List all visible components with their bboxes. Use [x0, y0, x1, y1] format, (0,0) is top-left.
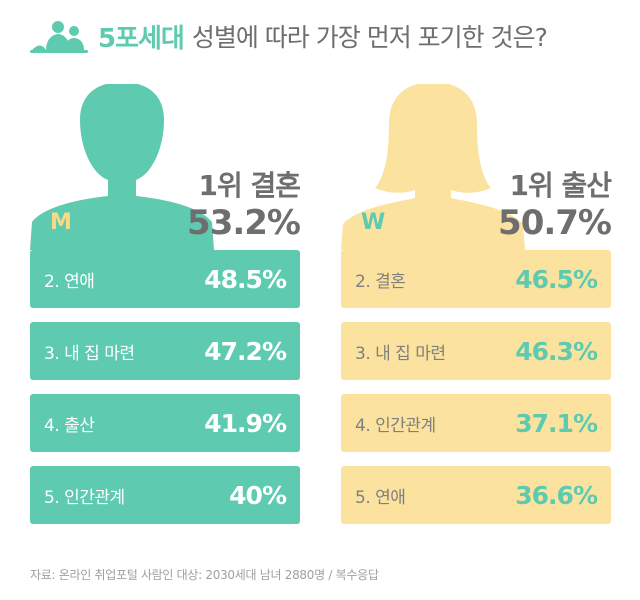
female-row-5-value: 36.6% [515, 480, 598, 510]
male-rows: 2. 연애 48.5% 3. 내 집 마련 47.2% 4. 출산 41.9% … [30, 250, 300, 538]
female-letter: W [361, 210, 386, 235]
male-top-value: 53.2% [187, 203, 301, 243]
male-row-5: 5. 인간관계 40% [30, 466, 300, 524]
male-row-2-label: 2. 연애 [44, 271, 95, 292]
female-row-2-label: 2. 결혼 [355, 271, 406, 292]
male-row-4-label: 4. 출산 [44, 415, 95, 436]
male-column: M 1위 결혼 53.2% 2. 연애 48.5% 3. 내 집 마련 47.2… [30, 84, 301, 524]
female-top-label: 1위 출산 [509, 169, 612, 202]
female-row-2: 2. 결혼 46.5% [341, 250, 611, 308]
female-top-value: 50.7% [498, 203, 612, 243]
male-silhouette-icon [30, 84, 214, 250]
male-row-4: 4. 출산 41.9% [30, 394, 300, 452]
female-row-5-label: 5. 연애 [355, 487, 406, 508]
male-letter: M [50, 210, 72, 235]
male-row-5-value: 40% [229, 480, 287, 510]
male-row-3-value: 47.2% [204, 336, 287, 366]
male-row-4-value: 41.9% [204, 408, 287, 438]
female-row-4: 4. 인간관계 37.1% [341, 394, 611, 452]
female-row-2-value: 46.5% [515, 264, 598, 294]
male-row-5-label: 5. 인간관계 [44, 487, 125, 508]
female-row-3-label: 3. 내 집 마련 [355, 343, 446, 364]
female-top-rank: 1위 출산 50.7% [498, 169, 612, 243]
female-row-5: 5. 연애 36.6% [341, 466, 611, 524]
header-title: 성별에 따라 가장 먼저 포기한 것은? [191, 23, 548, 52]
female-row-4-label: 4. 인간관계 [355, 415, 436, 436]
female-row-4-value: 37.1% [515, 408, 598, 438]
female-column: W 1위 출산 50.7% 2. 결혼 46.5% 3. 내 집 마련 46.3… [341, 84, 612, 524]
male-row-2-value: 48.5% [204, 264, 287, 294]
male-row-3: 3. 내 집 마련 47.2% [30, 322, 300, 380]
male-top-rank: 1위 결혼 53.2% [187, 169, 301, 243]
people-logo-icon [30, 21, 88, 53]
female-rows: 2. 결혼 46.5% 3. 내 집 마련 46.3% 4. 인간관계 37.1… [341, 250, 611, 538]
source-note: 자료: 온라인 취업포털 사람인 대상: 2030세대 남녀 2880명 / 복… [30, 568, 379, 582]
male-row-2: 2. 연애 48.5% [30, 250, 300, 308]
header: 5포세대 성별에 따라 가장 먼저 포기한 것은? [28, 14, 548, 58]
female-silhouette-icon [341, 84, 525, 250]
female-row-3-value: 46.3% [515, 336, 598, 366]
male-top-label: 1위 결혼 [198, 169, 301, 202]
male-row-3-label: 3. 내 집 마련 [44, 343, 135, 364]
header-highlight: 5포세대 [98, 23, 185, 54]
female-row-3: 3. 내 집 마련 46.3% [341, 322, 611, 380]
